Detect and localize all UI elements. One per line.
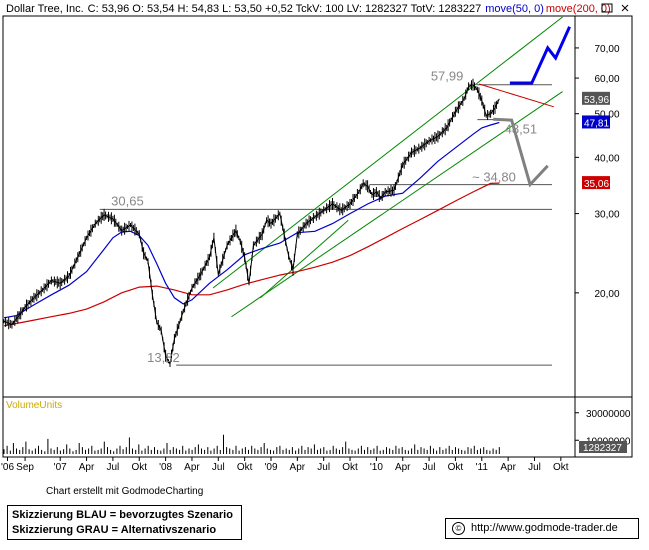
price-y-axis: 20,00 30,00 40,00 50,00 60,00 70,00 [575,44,620,300]
x-tick-label-9: Okt [237,462,253,473]
x-tick-label-16: Jul [423,462,436,473]
x-tick-label-13: Okt [342,462,358,473]
chart-header: Dollar Tree, Inc. C: 53,96 O: 53,54 H: 54… [6,3,611,15]
x-tick-label-2: '07 [54,462,67,473]
volume-last-label: 1282327 [583,443,622,454]
annotation-4: ~ 34,80 [472,170,516,185]
y-tick-label-1: 30,00 [594,210,619,221]
annotation-3: 48,51 [505,122,538,137]
x-tick-label-5: Okt [131,462,147,473]
price-tag-box-0 [582,91,610,105]
volume-y-axis: 30000000100000001282327 [575,409,631,454]
x-tick-label-0: '06 [1,462,14,473]
y-tick-label-2: 40,00 [594,153,619,164]
y-tick-label-5: 70,00 [594,44,619,55]
price-tag-label-1: 47,81 [584,118,609,129]
header-icons[interactable] [601,3,629,13]
x-tick-label-8: Jul [212,462,225,473]
x-tick-label-12: Jul [317,462,330,473]
trend-line-3 [479,83,554,108]
price-series [3,78,500,367]
annotation-2: 13,82 [147,350,180,365]
website-link[interactable]: © http://www.godmode-trader.de [445,518,639,539]
trend-lines [212,16,563,318]
chart-title: Dollar Tree, Inc. [6,3,84,15]
trend-line-2 [260,219,349,299]
legend-blue: Skizzierung BLAU = bevorzugtes Szenario [12,509,233,521]
quote-line: C: 53,96 O: 53,54 H: 54,83 L: 53,50 +0,5… [88,3,482,15]
x-tick-label-10: '09 [264,462,277,473]
volume-bars [3,434,500,454]
annotation-1: 30,65 [111,193,144,208]
x-tick-label-3: Apr [79,462,95,473]
x-tick-label-4: Jul [107,462,120,473]
x-tick-label-14: '10 [370,462,383,473]
ma200-line [3,182,500,327]
x-tick-label-20: Jul [528,462,541,473]
legend-grey: Skizzierung GRAU = Alternativszenario [12,524,217,536]
ma200-label: move(200, 0) [546,3,611,15]
x-tick-label-6: '08 [159,462,172,473]
price-tag-label-0: 53,96 [584,95,609,106]
copyright-icon: © [452,521,465,535]
price-tag-box-2 [582,176,610,190]
time-x-axis: '06 Sep '07 Apr Jul Okt '08 Apr Jul Okt '09 Apr Jul O… [1,457,569,473]
volume-panel [2,396,633,458]
price-annotations: 57,99 30,65 13,82 48,51 ~ 34,80 [111,69,537,365]
x-tick-label-15: Apr [395,462,411,473]
x-tick-label-21: Okt [553,462,569,473]
close-icon[interactable] [621,4,629,12]
chart-credit: Chart erstellt mit GodmodeCharting [46,486,204,497]
x-tick-label-19: Apr [500,462,516,473]
x-tick-label-18: '11 [476,462,489,473]
x-tick-label-7: Apr [184,462,200,473]
y-tick-label-4: 60,00 [594,74,619,85]
price-line [3,84,500,366]
scenario-grey-path [493,117,549,188]
price-tag-label-2: 35,06 [584,179,609,190]
price-tags: 53,96 47,81 35,06 [582,91,610,190]
support-resistance-lines [99,84,553,366]
x-tick-label-11: Apr [290,462,306,473]
x-tick-label-17: Okt [448,462,464,473]
ma50-line [3,121,500,319]
trend-line-1 [231,91,563,318]
volume-title: VolumeUnits [6,400,62,411]
trend-line-0 [212,16,563,289]
annotation-0: 57,99 [431,69,464,84]
x-tick-label-1: Sep [16,462,34,473]
y-tick-label-0: 20,00 [594,289,619,300]
ma50-label: move(50, 0) [485,3,544,15]
y-tick-label-3: 50,00 [594,110,619,121]
scenario-sketches [493,26,571,188]
price-tag-box-1 [582,115,610,129]
scenario-legend: Skizzierung BLAU = bevorzugtes Szenario … [7,505,242,540]
window-icon[interactable] [601,3,613,13]
volume-tick-label-0: 30000000 [586,409,631,420]
website-url[interactable]: http://www.godmode-trader.de [471,522,618,534]
scenario-blue-path [509,26,571,85]
moving-averages [3,121,500,327]
volume-last-box [579,441,627,453]
